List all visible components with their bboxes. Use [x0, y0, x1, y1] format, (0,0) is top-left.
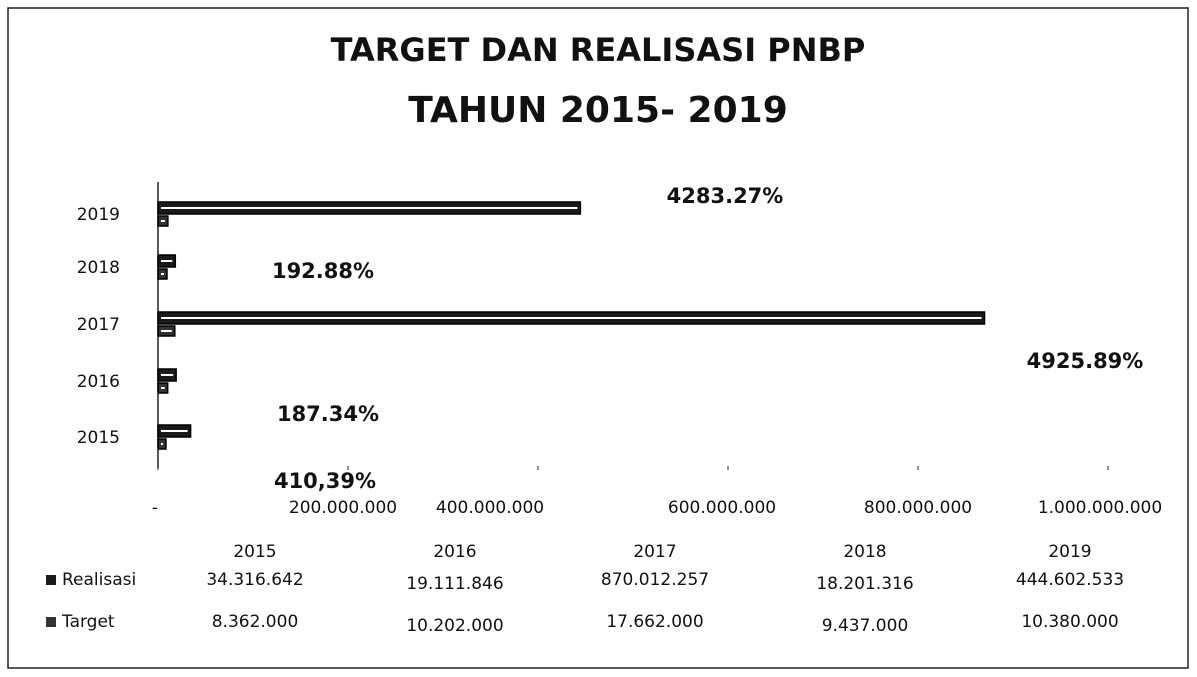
table-cell: 8.362.000: [212, 612, 299, 632]
x-tick-label: 600.000.000: [668, 498, 776, 518]
percent-label: 187.34%: [277, 402, 379, 426]
x-tick-label: 1.000.000.000: [1038, 498, 1162, 518]
table-cell: 10.380.000: [1021, 612, 1118, 632]
bar-highlight: [161, 260, 173, 262]
percent-label: 410,39%: [274, 469, 376, 493]
x-tick-label: 800.000.000: [864, 498, 972, 518]
table-cell: 18.201.316: [816, 574, 913, 594]
table-cell: 19.111.846: [406, 574, 503, 594]
bar-highlight: [161, 273, 164, 275]
chart-subtitle: TAHUN 2015- 2019: [408, 90, 788, 131]
legend-label: Target: [61, 612, 115, 632]
percent-label: 4283.27%: [667, 184, 784, 208]
x-tick-label: 200.000.000: [289, 498, 397, 518]
legend-label: Realisasi: [62, 570, 136, 590]
table-cell: 34.316.642: [206, 570, 303, 590]
table-cell: 9.437.000: [822, 616, 909, 636]
bar-highlight: [161, 330, 172, 332]
y-tick-label: 2017: [77, 315, 120, 335]
percent-label: 4925.89%: [1027, 349, 1144, 373]
y-tick-label: 2019: [77, 205, 120, 225]
chart-title: TARGET DAN REALISASI PNBP: [331, 31, 866, 69]
y-tick-label: 2016: [77, 372, 120, 392]
legend-swatch: [46, 575, 56, 585]
y-tick-label: 2015: [77, 428, 120, 448]
y-tick-label: 2018: [77, 258, 120, 278]
bar-highlight: [161, 443, 163, 445]
table-header: 2015: [233, 542, 276, 562]
table-cell: 444.602.533: [1016, 570, 1124, 590]
bar-highlight: [161, 207, 578, 209]
frame: [7, 7, 1189, 669]
table-header: 2017: [633, 542, 676, 562]
table-cell: 17.662.000: [606, 612, 703, 632]
table-header: 2018: [843, 542, 886, 562]
legend-swatch: [46, 617, 56, 627]
bar-highlight: [161, 220, 165, 222]
bar-highlight: [161, 317, 982, 319]
bar-highlight: [161, 374, 174, 376]
bar-highlight: [161, 387, 165, 389]
table-header: 2019: [1048, 542, 1091, 562]
x-tick-label: 400.000.000: [436, 498, 544, 518]
table-cell: 10.202.000: [406, 616, 503, 636]
percent-label: 192.88%: [272, 259, 374, 283]
bar-highlight: [161, 430, 188, 432]
table-header: 2016: [433, 542, 476, 562]
table-cell: 870.012.257: [601, 570, 709, 590]
x-tick-label: -: [152, 498, 158, 518]
